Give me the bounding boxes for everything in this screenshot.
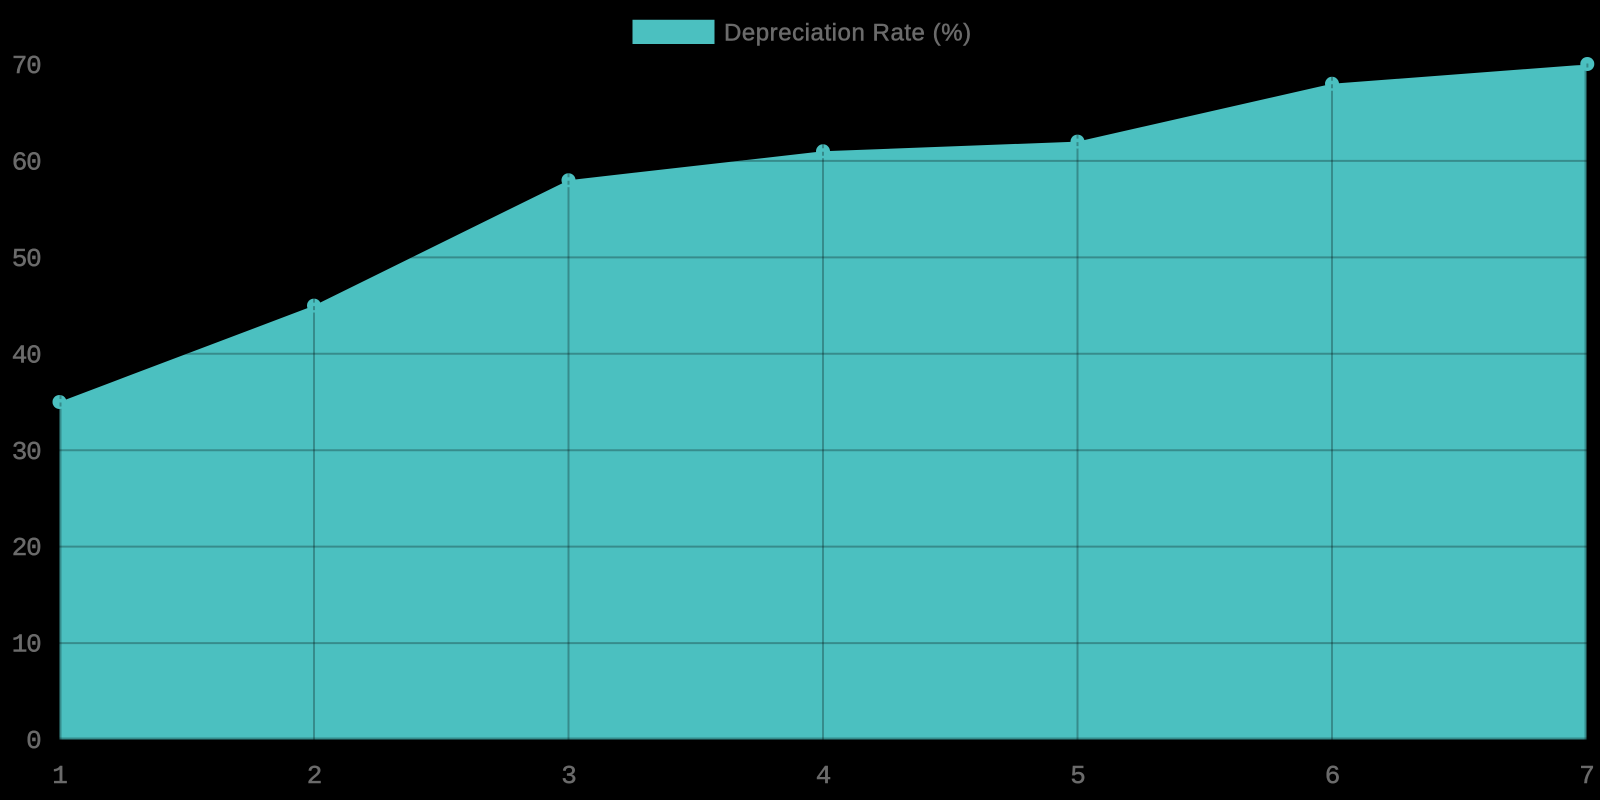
svg-text:50: 50 (12, 244, 41, 274)
svg-text:40: 40 (12, 340, 41, 370)
svg-text:1: 1 (52, 761, 67, 791)
svg-text:2: 2 (307, 761, 321, 791)
svg-text:20: 20 (12, 533, 41, 563)
svg-text:30: 30 (12, 437, 41, 467)
svg-text:70: 70 (12, 51, 41, 81)
svg-text:0: 0 (26, 726, 40, 756)
svg-text:6: 6 (1325, 761, 1339, 791)
svg-text:7: 7 (1579, 761, 1593, 791)
svg-text:10: 10 (12, 630, 41, 660)
svg-text:4: 4 (816, 761, 831, 791)
svg-text:Depreciation Rate (%): Depreciation Rate (%) (724, 20, 972, 47)
svg-text:3: 3 (561, 761, 575, 791)
svg-text:5: 5 (1070, 761, 1084, 791)
svg-text:60: 60 (12, 148, 41, 178)
